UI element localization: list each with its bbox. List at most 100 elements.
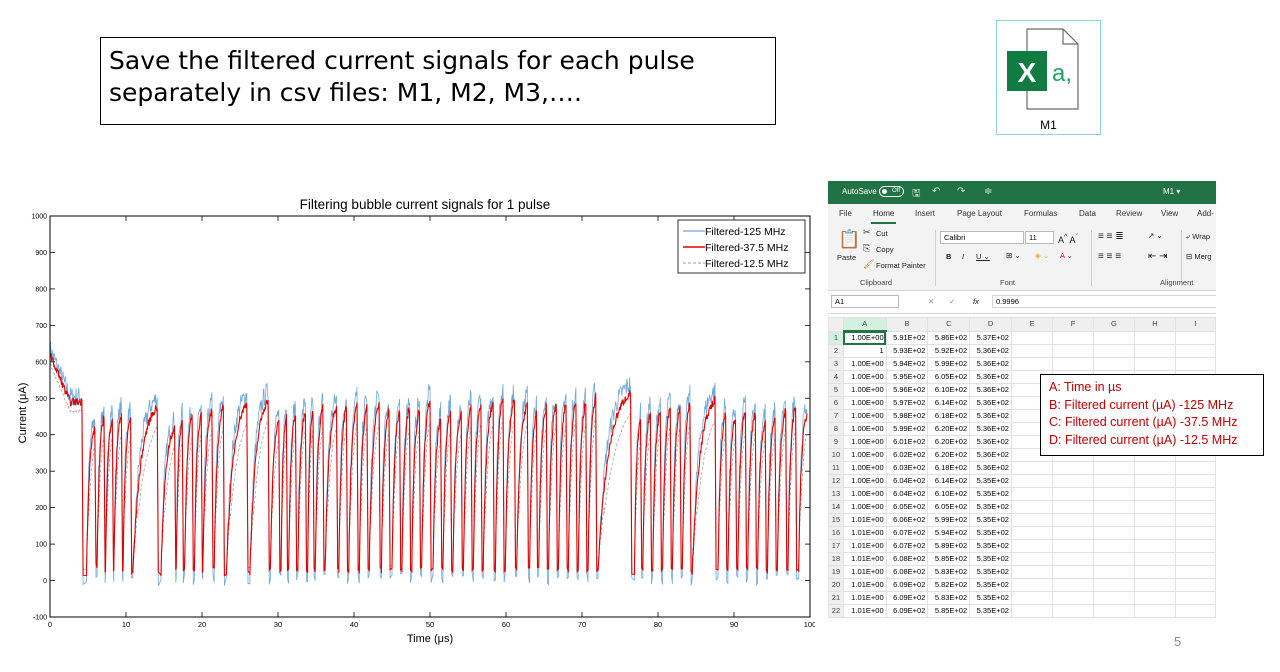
cell[interactable]: 5.36E+02 <box>969 344 1012 358</box>
cell[interactable] <box>1010 552 1054 566</box>
cell[interactable]: 6.08E+02 <box>885 565 929 579</box>
cell[interactable]: 1.00E+00 <box>842 461 887 475</box>
cell[interactable] <box>1052 500 1094 514</box>
cell[interactable]: 5.35E+02 <box>969 591 1012 605</box>
cell[interactable] <box>1134 461 1176 475</box>
row-header[interactable]: 1 <box>828 330 844 345</box>
cell[interactable] <box>1092 604 1136 618</box>
cell[interactable] <box>1174 513 1216 527</box>
cell[interactable]: 6.04E+02 <box>885 487 929 501</box>
cell[interactable]: 5.36E+02 <box>969 370 1012 384</box>
cell[interactable]: 5.35E+02 <box>969 500 1012 514</box>
cell[interactable] <box>1092 474 1136 488</box>
cell[interactable]: 6.09E+02 <box>885 578 929 592</box>
cell[interactable]: 6.18E+02 <box>927 461 971 475</box>
cell[interactable] <box>1134 500 1176 514</box>
wrap-text-button[interactable]: ⤶ Wrap <box>1186 232 1211 241</box>
cell[interactable]: 5.35E+02 <box>969 526 1012 540</box>
cell[interactable] <box>1134 344 1176 358</box>
row-header[interactable]: 13 <box>828 487 844 501</box>
cancel-formula-icon[interactable]: ✕ <box>928 297 935 306</box>
cell[interactable] <box>1134 487 1176 501</box>
cell[interactable] <box>1092 539 1136 553</box>
cell[interactable]: 1.01E+00 <box>842 513 887 527</box>
cell[interactable] <box>1052 357 1094 371</box>
cell[interactable]: 5.95E+02 <box>885 370 929 384</box>
cell[interactable]: 5.91E+02 <box>885 330 929 345</box>
underline-icon[interactable]: U ⌄ <box>976 252 990 261</box>
cell[interactable]: 6.07E+02 <box>885 526 929 540</box>
cell[interactable] <box>1174 330 1216 345</box>
cell[interactable] <box>1174 526 1216 540</box>
cell[interactable]: 1.00E+00 <box>842 487 887 501</box>
save-icon[interactable]: 🖫 <box>912 188 921 199</box>
cut-button[interactable]: Cut <box>876 229 888 238</box>
row-header[interactable]: 5 <box>828 383 844 397</box>
cell[interactable]: 5.92E+02 <box>927 344 971 358</box>
cell[interactable]: 1.01E+00 <box>842 565 887 579</box>
cell[interactable] <box>1010 474 1054 488</box>
cell[interactable]: 5.94E+02 <box>927 526 971 540</box>
cell[interactable]: 1.00E+00 <box>842 396 887 410</box>
cell[interactable]: 5.98E+02 <box>885 409 929 423</box>
cell[interactable]: 5.36E+02 <box>969 422 1012 436</box>
cell[interactable]: 5.93E+02 <box>885 344 929 358</box>
cell[interactable]: 1.01E+00 <box>842 591 887 605</box>
cell[interactable] <box>1092 552 1136 566</box>
cell[interactable]: 5.36E+02 <box>969 409 1012 423</box>
cell[interactable] <box>1134 513 1176 527</box>
format-painter-button[interactable]: Format Painter <box>876 261 926 270</box>
cell[interactable] <box>1092 500 1136 514</box>
cell[interactable]: 5.83E+02 <box>927 565 971 579</box>
tab-file[interactable]: File <box>839 209 852 218</box>
cell[interactable] <box>1052 604 1094 618</box>
cell[interactable]: 1.00E+00 <box>842 500 887 514</box>
cell[interactable] <box>1092 526 1136 540</box>
cell[interactable]: 6.05E+02 <box>885 500 929 514</box>
tab-home[interactable]: Home <box>870 209 897 224</box>
cell[interactable] <box>1134 604 1176 618</box>
row-header[interactable]: 16 <box>828 526 844 540</box>
cell[interactable]: 6.07E+02 <box>885 539 929 553</box>
cell[interactable]: 5.35E+02 <box>969 565 1012 579</box>
cell[interactable] <box>1134 474 1176 488</box>
cell[interactable] <box>1092 330 1136 345</box>
cell[interactable] <box>1092 565 1136 579</box>
cell[interactable]: 5.35E+02 <box>969 604 1012 618</box>
bold-icon[interactable]: B <box>946 252 952 261</box>
cell[interactable] <box>1134 578 1176 592</box>
cell[interactable]: 5.83E+02 <box>927 591 971 605</box>
cell[interactable]: 6.09E+02 <box>885 591 929 605</box>
autosave-toggle[interactable]: Off <box>879 186 904 197</box>
column-header-e[interactable]: E <box>1010 317 1054 332</box>
cell[interactable]: 5.36E+02 <box>969 461 1012 475</box>
file-name[interactable]: M1 ▾ <box>1163 187 1181 196</box>
cell[interactable]: 6.02E+02 <box>885 448 929 462</box>
cell[interactable]: 6.10E+02 <box>927 383 971 397</box>
row-header[interactable]: 9 <box>828 435 844 449</box>
undo-icon[interactable]: ↶ <box>932 186 941 197</box>
merge-button[interactable]: ⊟ Merg <box>1186 252 1212 261</box>
cell[interactable] <box>1010 591 1054 605</box>
cell[interactable] <box>1134 591 1176 605</box>
paste-icon[interactable]: 📋 <box>838 229 861 249</box>
cell[interactable] <box>1010 344 1054 358</box>
cell[interactable]: 5.36E+02 <box>969 448 1012 462</box>
customize-qat-icon[interactable]: ≑ <box>984 186 993 197</box>
tab-formulas[interactable]: Formulas <box>1024 209 1058 218</box>
cell[interactable] <box>1134 539 1176 553</box>
column-header-c[interactable]: C <box>927 317 971 332</box>
tab-page-layout[interactable]: Page Layout <box>957 209 1002 218</box>
formula-input[interactable]: 0.9996 <box>992 295 1216 308</box>
grow-font-icon[interactable]: A^ Aˇ <box>1058 232 1079 245</box>
cell[interactable] <box>1174 461 1216 475</box>
row-header[interactable]: 2 <box>828 344 844 358</box>
cell[interactable] <box>1052 591 1094 605</box>
row-header[interactable]: 19 <box>828 565 844 579</box>
cell[interactable] <box>1010 330 1054 345</box>
cell[interactable]: 5.85E+02 <box>927 604 971 618</box>
cell[interactable]: 1.01E+00 <box>842 526 887 540</box>
cell[interactable]: 5.35E+02 <box>969 513 1012 527</box>
cell[interactable]: 5.94E+02 <box>885 357 929 371</box>
cell[interactable]: 1.01E+00 <box>842 604 887 618</box>
